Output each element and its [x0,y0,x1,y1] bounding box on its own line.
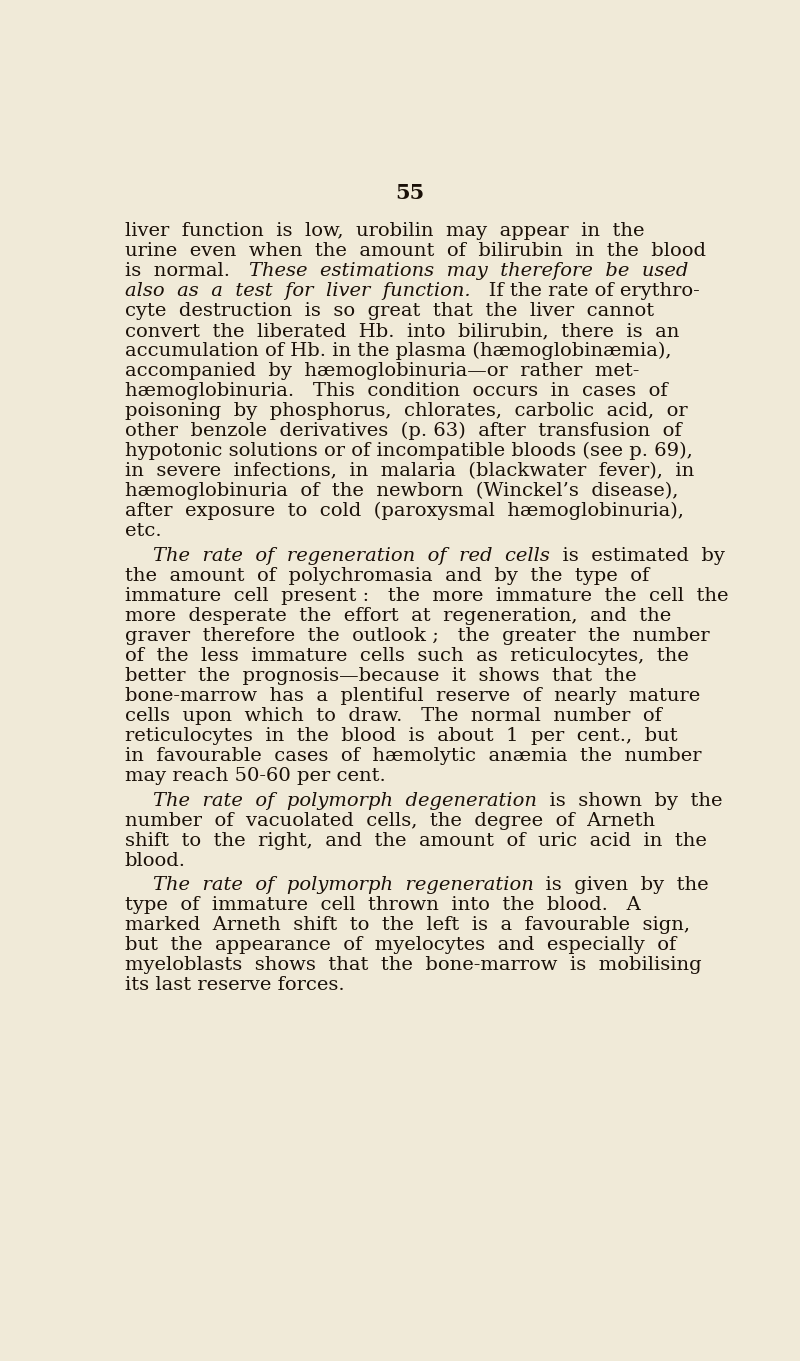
Text: is  normal.: is normal. [125,261,249,280]
Text: liver  function  is  low,  urobilin  may  appear  in  the: liver function is low, urobilin may appe… [125,222,644,240]
Text: accompanied  by  hæmoglobinuria—or  rather  met-: accompanied by hæmoglobinuria—or rather … [125,362,639,380]
Text: graver  therefore  the  outlook ;   the  greater  the  number: graver therefore the outlook ; the great… [125,627,710,645]
Text: These  estimations  may  therefore  be  used: These estimations may therefore be used [249,261,688,280]
Text: accumulation of Hb. in the plasma (hæmoglobinæmia),: accumulation of Hb. in the plasma (hæmog… [125,342,671,361]
Text: poisoning  by  phosphorus,  chlorates,  carbolic  acid,  or: poisoning by phosphorus, chlorates, carb… [125,401,687,421]
Text: may reach 50-60 per cent.: may reach 50-60 per cent. [125,768,386,785]
Text: marked  Arneth  shift  to  the  left  is  a  favourable  sign,: marked Arneth shift to the left is a fav… [125,916,690,935]
Text: blood.: blood. [125,852,186,870]
Text: is  given  by  the: is given by the [534,876,709,894]
Text: is  shown  by  the: is shown by the [537,792,722,810]
Text: shift  to  the  right,  and  the  amount  of  uric  acid  in  the: shift to the right, and the amount of ur… [125,832,706,849]
Text: its last reserve forces.: its last reserve forces. [125,976,345,995]
Text: of  the  less  immature  cells  such  as  reticulocytes,  the: of the less immature cells such as retic… [125,646,689,666]
Text: hypotonic solutions or of incompatible bloods (see p. 69),: hypotonic solutions or of incompatible b… [125,442,693,460]
Text: reticulocytes  in  the  blood  is  about  1  per  cent.,  but: reticulocytes in the blood is about 1 pe… [125,727,678,744]
Text: in  severe  infections,  in  malaria  (blackwater  fever),  in: in severe infections, in malaria (blackw… [125,463,694,480]
Text: the  amount  of  polychromasia  and  by  the  type  of: the amount of polychromasia and by the t… [125,566,649,585]
Text: The  rate  of  polymorph  degeneration: The rate of polymorph degeneration [153,792,537,810]
Text: but  the  appearance  of  myelocytes  and  especially  of: but the appearance of myelocytes and esp… [125,936,676,954]
Text: in  favourable  cases  of  hæmolytic  anæmia  the  number: in favourable cases of hæmolytic anæmia … [125,747,702,765]
Text: cyte  destruction  is  so  great  that  the  liver  cannot: cyte destruction is so great that the li… [125,302,654,320]
Text: type  of  immature  cell  thrown  into  the  blood.   A: type of immature cell thrown into the bl… [125,897,641,915]
Text: hæmoglobinuria  of  the  newborn  (Winckel’s  disease),: hæmoglobinuria of the newborn (Winckel’s… [125,482,678,501]
Text: number  of  vacuolated  cells,  the  degree  of  Arneth: number of vacuolated cells, the degree o… [125,811,655,830]
Text: etc.: etc. [125,523,162,540]
Text: If the rate of erythro-: If the rate of erythro- [470,282,700,299]
Text: The  rate  of  polymorph  regeneration: The rate of polymorph regeneration [153,876,534,894]
Text: immature  cell  present :   the  more  immature  the  cell  the: immature cell present : the more immatur… [125,587,728,604]
Text: cells  upon  which  to  draw.   The  normal  number  of: cells upon which to draw. The normal num… [125,706,662,725]
Text: after  exposure  to  cold  (paroxysmal  hæmoglobinuria),: after exposure to cold (paroxysmal hæmog… [125,502,684,520]
Text: convert  the  liberated  Hb.  into  bilirubin,  there  is  an: convert the liberated Hb. into bilirubin… [125,323,679,340]
Text: other  benzole  derivatives  (p. 63)  after  transfusion  of: other benzole derivatives (p. 63) after … [125,422,682,441]
Text: myeloblasts  shows  that  the  bone-marrow  is  mobilising: myeloblasts shows that the bone-marrow i… [125,957,702,974]
Text: also  as  a  test  for  liver  function.: also as a test for liver function. [125,282,470,299]
Text: 55: 55 [395,184,425,203]
Text: more  desperate  the  effort  at  regeneration,  and  the: more desperate the effort at regeneratio… [125,607,671,625]
Text: bone-marrow  has  a  plentiful  reserve  of  nearly  mature: bone-marrow has a plentiful reserve of n… [125,687,700,705]
Text: is  estimated  by: is estimated by [550,547,725,565]
Text: The  rate  of  regeneration  of  red  cells: The rate of regeneration of red cells [153,547,550,565]
Text: urine  even  when  the  amount  of  bilirubin  in  the  blood: urine even when the amount of bilirubin … [125,242,706,260]
Text: hæmoglobinuria.   This  condition  occurs  in  cases  of: hæmoglobinuria. This condition occurs in… [125,382,667,400]
Text: better  the  prognosis—because  it  shows  that  the: better the prognosis—because it shows th… [125,667,637,685]
